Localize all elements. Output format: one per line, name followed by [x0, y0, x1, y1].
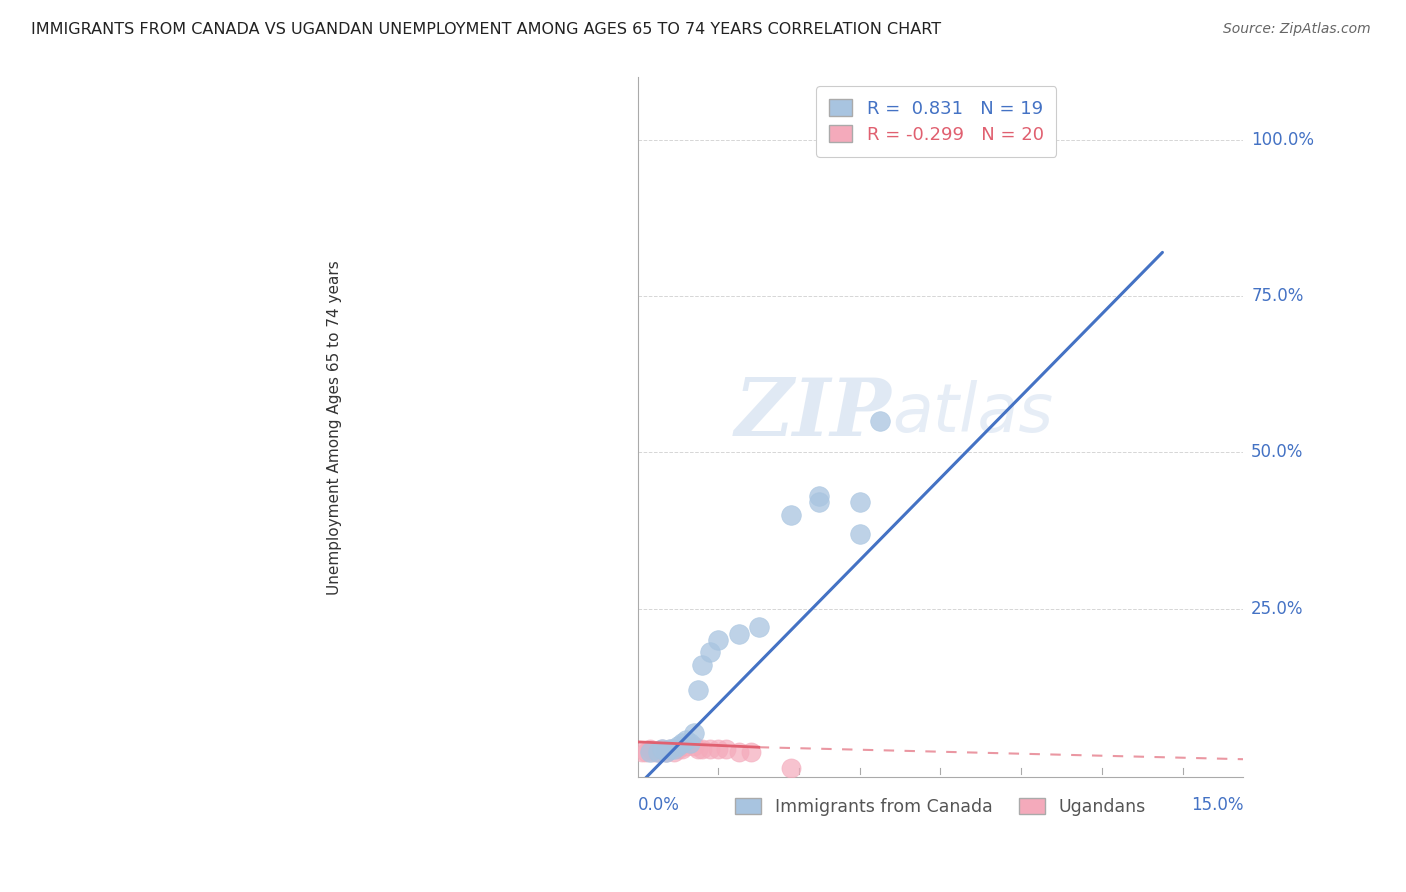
Point: [848, 526, 870, 541]
Text: atlas: atlas: [891, 380, 1053, 446]
Point: [716, 742, 738, 756]
Point: [707, 742, 730, 756]
Point: [683, 726, 706, 740]
Text: 25.0%: 25.0%: [1251, 599, 1303, 617]
Point: [780, 761, 803, 775]
Point: [655, 745, 678, 759]
Point: [699, 742, 721, 756]
Point: [688, 682, 710, 697]
Text: ZIP: ZIP: [735, 375, 891, 452]
Legend: Immigrants from Canada, Ugandans: Immigrants from Canada, Ugandans: [727, 789, 1154, 824]
Point: [666, 742, 689, 756]
Point: [658, 742, 681, 756]
Text: 0.0%: 0.0%: [638, 796, 679, 814]
Point: [780, 508, 803, 522]
Point: [655, 745, 678, 759]
Point: [630, 745, 652, 759]
Point: [848, 495, 870, 509]
Point: [651, 742, 673, 756]
Text: IMMIGRANTS FROM CANADA VS UGANDAN UNEMPLOYMENT AMONG AGES 65 TO 74 YEARS CORRELA: IMMIGRANTS FROM CANADA VS UGANDAN UNEMPL…: [31, 22, 941, 37]
Point: [638, 742, 661, 756]
Point: [957, 120, 980, 135]
Point: [740, 745, 762, 759]
Point: [727, 626, 749, 640]
Point: [679, 736, 702, 750]
Point: [808, 495, 831, 509]
Text: 75.0%: 75.0%: [1251, 287, 1303, 305]
Point: [662, 745, 685, 759]
Point: [647, 745, 669, 759]
Point: [869, 414, 891, 428]
Point: [634, 745, 657, 759]
Text: 100.0%: 100.0%: [1251, 131, 1315, 149]
Point: [662, 742, 685, 756]
Text: 50.0%: 50.0%: [1251, 443, 1303, 461]
Point: [666, 739, 689, 753]
Point: [675, 739, 697, 753]
Point: [658, 742, 681, 756]
Point: [699, 645, 721, 659]
Text: Source: ZipAtlas.com: Source: ZipAtlas.com: [1223, 22, 1371, 37]
Point: [690, 742, 713, 756]
Point: [675, 732, 697, 747]
Text: 15.0%: 15.0%: [1191, 796, 1243, 814]
Point: [638, 745, 661, 759]
Point: [748, 620, 770, 634]
Point: [688, 742, 710, 756]
Point: [690, 657, 713, 672]
Point: [683, 739, 706, 753]
Point: [727, 745, 749, 759]
Point: [647, 745, 669, 759]
Text: Unemployment Among Ages 65 to 74 years: Unemployment Among Ages 65 to 74 years: [328, 260, 342, 595]
Point: [671, 742, 693, 756]
Point: [671, 736, 693, 750]
Point: [808, 489, 831, 503]
Point: [643, 745, 665, 759]
Point: [651, 742, 673, 756]
Point: [707, 632, 730, 647]
